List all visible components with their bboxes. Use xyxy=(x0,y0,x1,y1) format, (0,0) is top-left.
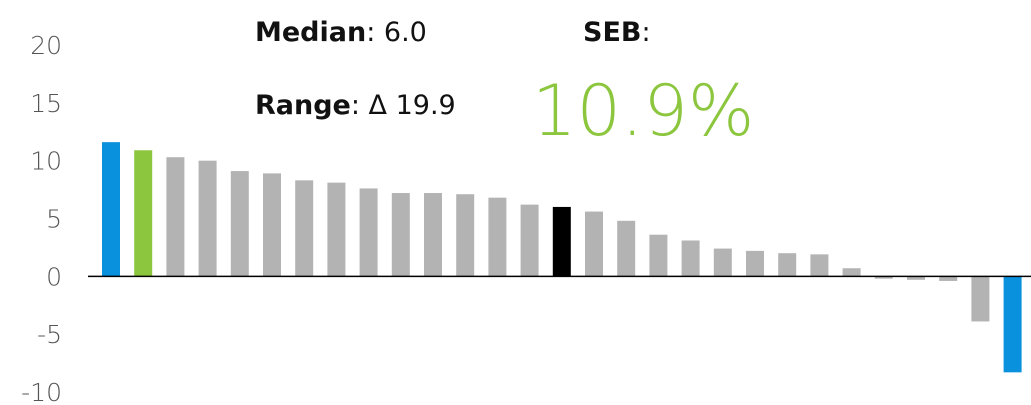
median-annotation: Median: 6.0 xyxy=(255,17,427,48)
bar xyxy=(649,234,668,277)
bar xyxy=(102,142,120,277)
y-tick-label: 5 xyxy=(46,205,62,234)
seb-sep: : xyxy=(641,17,650,48)
range-label: Range xyxy=(255,90,351,121)
bar xyxy=(263,173,281,277)
bar xyxy=(134,150,153,277)
y-tick-label: 15 xyxy=(30,89,62,118)
bar xyxy=(295,180,314,277)
bar xyxy=(585,211,603,277)
bar xyxy=(391,193,410,277)
median-label: Median xyxy=(255,17,366,48)
bar xyxy=(746,250,764,277)
seb-label: SEB xyxy=(583,17,641,48)
bar xyxy=(874,276,893,279)
bar xyxy=(424,193,442,277)
bar xyxy=(778,253,797,277)
bar xyxy=(713,248,732,277)
bar xyxy=(552,206,571,277)
seb-value: 10.9% xyxy=(532,70,754,152)
bar xyxy=(971,276,990,322)
range-value: : Δ 19.9 xyxy=(351,90,456,121)
bar xyxy=(907,276,925,280)
bar xyxy=(1003,276,1022,373)
range-annotation: Range: Δ 19.9 xyxy=(255,90,456,121)
y-tick-label: -5 xyxy=(37,320,62,349)
bar xyxy=(617,220,636,277)
bar xyxy=(166,157,185,277)
bar xyxy=(681,240,700,277)
y-tick-label: 10 xyxy=(30,147,62,176)
bar xyxy=(456,194,475,277)
bar xyxy=(520,204,539,277)
bar xyxy=(230,171,249,277)
bar xyxy=(842,268,861,277)
y-tick-label: 0 xyxy=(46,262,62,291)
y-tick-label: 20 xyxy=(30,31,62,60)
median-value: : 6.0 xyxy=(366,17,427,48)
y-tick-label: -10 xyxy=(21,378,62,405)
bar xyxy=(359,188,378,277)
bar xyxy=(810,254,829,277)
bar xyxy=(327,182,346,277)
bar xyxy=(198,160,217,277)
seb-annotation: SEB: xyxy=(583,17,651,48)
bar xyxy=(939,276,958,281)
bar xyxy=(488,197,507,277)
